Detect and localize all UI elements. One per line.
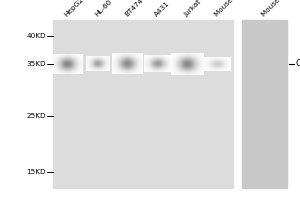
Text: Jurkat: Jurkat [183, 0, 202, 18]
Bar [242, 20, 287, 188]
Text: HepG2: HepG2 [63, 0, 85, 18]
Text: CACYBP: CACYBP [296, 60, 300, 68]
Text: Mouse brain: Mouse brain [213, 0, 249, 18]
Text: 40KD: 40KD [26, 33, 46, 39]
Text: Mouse liver: Mouse liver [261, 0, 294, 18]
Text: A431: A431 [153, 0, 171, 18]
Text: HL-60: HL-60 [93, 0, 112, 18]
Bar [52, 20, 233, 188]
Text: 35KD: 35KD [26, 61, 46, 67]
Text: BT474: BT474 [123, 0, 144, 18]
Text: 25KD: 25KD [26, 113, 46, 119]
Text: 15KD: 15KD [26, 169, 46, 175]
